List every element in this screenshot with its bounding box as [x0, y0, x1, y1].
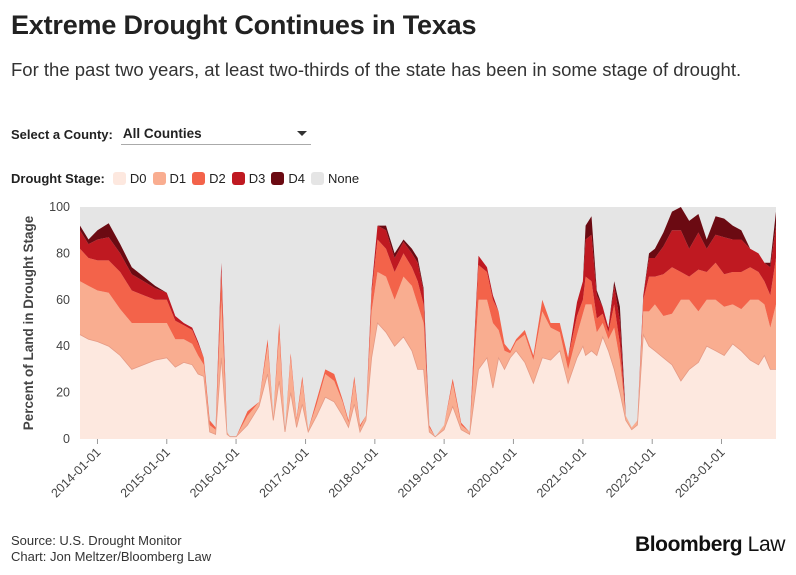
- drought-area-chart: 0 20 40 60 80 100 2014-01-01 2015-01-01 2016-01…: [21, 200, 776, 500]
- legend-swatch: [311, 171, 325, 185]
- legend-item-none[interactable]: None: [311, 171, 359, 186]
- legend-label: D1: [169, 170, 187, 186]
- y-tick-label: 80: [56, 246, 70, 260]
- chart-credit: Chart: Jon Meltzer/Bloomberg Law: [11, 549, 212, 564]
- chart-title: Extreme Drought Continues in Texas: [11, 10, 477, 40]
- y-tick-label: 40: [56, 339, 70, 353]
- y-tick-label: 100: [49, 200, 70, 214]
- legend: Drought Stage: D0 D1 D2 D3 D4 None: [11, 169, 365, 187]
- legend-swatch: [112, 171, 126, 185]
- chevron-down-icon[interactable]: [296, 130, 307, 136]
- area-d1[interactable]: [80, 272, 776, 437]
- x-tick-label: 2020-01-01: [464, 445, 519, 500]
- legend-item-d1[interactable]: D1: [152, 170, 187, 186]
- legend-swatch: [192, 171, 206, 185]
- legend-label: None: [328, 170, 360, 186]
- county-filter: Select a County: All Counties: [11, 124, 311, 145]
- x-tick-label: 2019-01-01: [395, 445, 450, 500]
- county-filter-label: Select a County:: [11, 126, 113, 142]
- x-tick-label: 2016-01-01: [187, 445, 242, 500]
- x-tick-label: 2015-01-01: [118, 445, 173, 500]
- legend-item-d2[interactable]: D2: [192, 171, 226, 186]
- x-tick-label: 2022-01-01: [603, 445, 658, 500]
- bloomberg-law-logo: Bloomberg Law: [634, 533, 785, 556]
- county-select-value: All Counties: [122, 125, 202, 141]
- footer: Source: U.S. Drought Monitor Chart: Jon …: [11, 533, 211, 565]
- y-axis-label: Percent of Land in Drought Stage: [21, 215, 36, 430]
- legend-swatch: [271, 171, 285, 185]
- x-tick-label: 2021-01-01: [534, 445, 589, 500]
- county-select[interactable]: All Counties: [120, 124, 311, 145]
- area-d3[interactable]: [80, 225, 776, 437]
- legend-item-d3[interactable]: D3: [231, 170, 266, 186]
- legend-label: D3: [248, 170, 266, 186]
- y-tick-label: 60: [56, 293, 70, 307]
- legend-swatch: [231, 171, 245, 185]
- d0-outline: [79, 322, 776, 438]
- y-tick-label: 0: [63, 432, 70, 446]
- legend-label: D4: [288, 170, 306, 186]
- x-tick-label: 2023-01-01: [673, 445, 728, 500]
- chart-subtitle: For the past two years, at least two-thi…: [11, 59, 742, 80]
- area-d2[interactable]: [80, 239, 776, 437]
- legend-item-d0[interactable]: D0: [112, 170, 147, 186]
- legend-label: D0: [129, 170, 147, 186]
- x-tick-label: 2018-01-01: [326, 445, 381, 500]
- area-d0[interactable]: [80, 323, 776, 439]
- legend-item-d4[interactable]: D4: [271, 171, 305, 186]
- y-tick-label: 20: [56, 386, 70, 400]
- x-tick-label: 2014-01-01: [48, 445, 103, 500]
- legend-swatch: [152, 171, 166, 185]
- source-note: Source: U.S. Drought Monitor: [11, 533, 182, 548]
- legend-title: Drought Stage:: [11, 170, 105, 186]
- legend-label: D2: [209, 170, 226, 186]
- x-tick-label: 2017-01-01: [257, 445, 312, 500]
